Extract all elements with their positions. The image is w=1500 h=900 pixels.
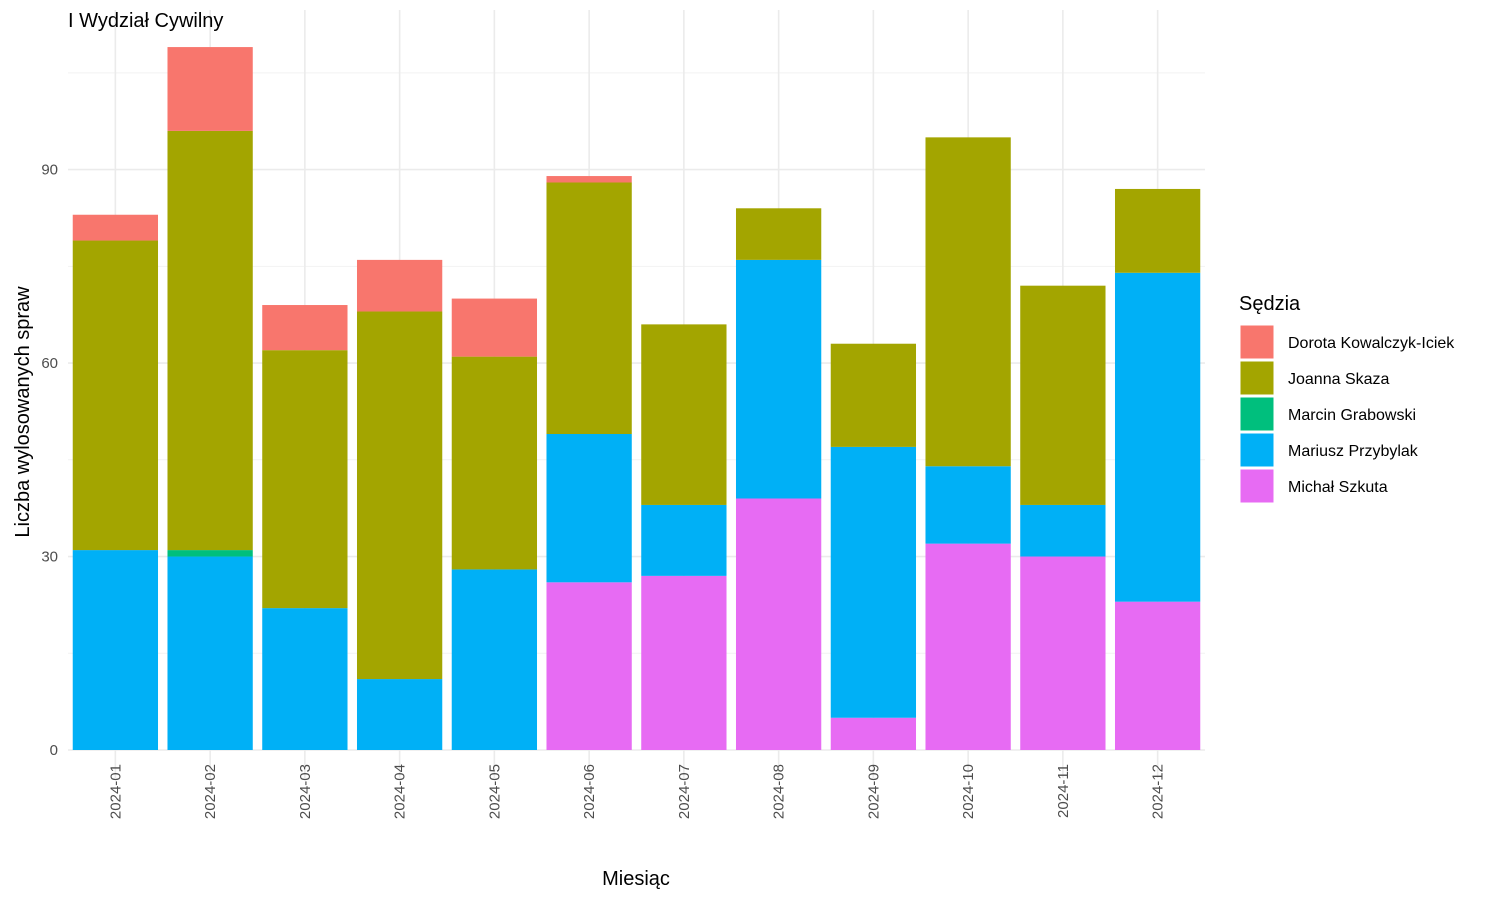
bar-segment bbox=[451, 298, 538, 357]
bar-segment bbox=[830, 446, 917, 718]
x-tick-label: 2024-11 bbox=[1055, 764, 1072, 818]
bar-segment bbox=[546, 176, 632, 183]
bar-segment bbox=[72, 550, 159, 750]
legend-label: Marcin Grabowski bbox=[1288, 407, 1416, 424]
bar-segment bbox=[1020, 504, 1106, 557]
x-axis-title: Miesiąc bbox=[602, 868, 670, 890]
bar-segment bbox=[72, 214, 159, 241]
legend-label: Dorota Kowalczyk-Iciek bbox=[1288, 335, 1455, 352]
y-axis-title: Liczba wylosowanych spraw bbox=[12, 286, 34, 538]
bar-segment bbox=[1114, 272, 1201, 602]
legend-label: Joanna Skaza bbox=[1288, 371, 1390, 388]
x-tick-label: 2024-06 bbox=[581, 764, 598, 819]
x-tick-label: 2024-04 bbox=[392, 764, 409, 819]
bar-segment bbox=[641, 504, 727, 576]
y-axis-ticks: 0 30 60 90 bbox=[41, 162, 58, 759]
bar-segment bbox=[546, 582, 632, 750]
bar-segment bbox=[167, 556, 253, 750]
x-axis-ticks: 2024-01 2024-02 2024-03 2024-04 2024-05 2024-… bbox=[107, 764, 1166, 819]
y-tick-label: 90 bbox=[41, 162, 58, 179]
bar-segment bbox=[262, 350, 348, 609]
x-tick-label: 2024-12 bbox=[1150, 764, 1167, 819]
legend-title: Sędzia bbox=[1239, 293, 1301, 315]
y-tick-label: 30 bbox=[41, 549, 58, 566]
legend: Sędzia Dorota Kowalczyk-Iciek Joanna Skaz… bbox=[1239, 293, 1455, 504]
legend-swatch bbox=[1239, 324, 1275, 360]
bar-segment bbox=[167, 47, 253, 131]
bar-segment bbox=[356, 679, 443, 750]
x-tick-label: 2024-07 bbox=[676, 764, 693, 819]
bar-segment bbox=[1020, 285, 1106, 505]
legend-swatch bbox=[1239, 432, 1275, 468]
x-tick-label: 2024-09 bbox=[865, 764, 882, 819]
bar-segment bbox=[167, 130, 253, 551]
y-tick-label: 60 bbox=[41, 355, 58, 372]
legend-label: Mariusz Przybylak bbox=[1288, 443, 1419, 460]
bar-segment bbox=[546, 182, 632, 435]
bar-segment bbox=[641, 575, 727, 750]
bar-segment bbox=[830, 343, 917, 447]
bar-segment bbox=[451, 356, 538, 570]
y-tick-label: 0 bbox=[50, 742, 58, 759]
bar-segment bbox=[641, 324, 727, 505]
bar-segment bbox=[167, 550, 253, 557]
bar-segment bbox=[356, 259, 443, 312]
x-tick-label: 2024-03 bbox=[297, 764, 314, 819]
x-tick-label: 2024-10 bbox=[960, 764, 977, 819]
bar-segment bbox=[925, 137, 1011, 467]
bar-segment bbox=[735, 498, 822, 750]
bar-segment bbox=[1114, 601, 1201, 750]
legend-label: Michał Szkuta bbox=[1288, 479, 1388, 496]
bar-segment bbox=[451, 569, 538, 750]
bar-segment bbox=[1114, 188, 1201, 273]
legend-swatch bbox=[1239, 396, 1275, 432]
bar-segment bbox=[72, 240, 159, 551]
bar-segment bbox=[925, 543, 1011, 750]
bar-segment bbox=[262, 608, 348, 750]
legend-swatch bbox=[1239, 468, 1275, 504]
bar-segment bbox=[356, 311, 443, 680]
x-tick-label: 2024-01 bbox=[107, 764, 124, 819]
chart-title: I Wydział Cywilny bbox=[68, 10, 223, 32]
legend-swatch bbox=[1239, 360, 1275, 396]
bar-segment bbox=[830, 717, 917, 750]
bar-segment bbox=[735, 259, 822, 499]
x-tick-label: 2024-05 bbox=[486, 764, 503, 819]
bar-segment bbox=[1020, 556, 1106, 750]
bar-stacks bbox=[72, 47, 1201, 750]
bar-segment bbox=[925, 466, 1011, 544]
bar-segment bbox=[546, 434, 632, 583]
bar-segment bbox=[735, 208, 822, 260]
bar-segment bbox=[262, 305, 348, 351]
x-tick-label: 2024-02 bbox=[202, 764, 219, 819]
x-tick-label: 2024-08 bbox=[771, 764, 788, 819]
